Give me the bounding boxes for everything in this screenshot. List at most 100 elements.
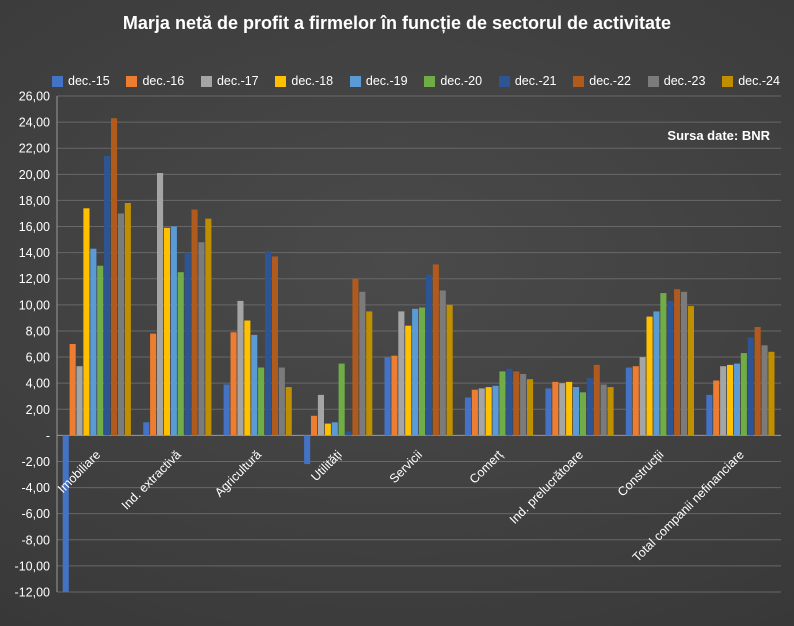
- bar-dec.-21: [104, 156, 111, 436]
- bar-dec.-19: [251, 334, 258, 436]
- y-axis-label: 2,00: [26, 403, 50, 417]
- bar-dec.-20: [660, 293, 667, 436]
- bar-dec.-17: [76, 366, 83, 436]
- y-axis-label: 16,00: [19, 220, 50, 234]
- legend-label: dec.-15: [68, 74, 110, 88]
- legend-label: dec.-17: [216, 74, 259, 88]
- y-axis-label: 18,00: [19, 194, 50, 208]
- bar-dec.-19: [492, 385, 499, 436]
- legend-label: dec.-23: [663, 74, 706, 88]
- bar-dec.-17: [317, 394, 324, 436]
- bar-dec.-22: [513, 371, 520, 436]
- bar-dec.-21: [345, 431, 352, 436]
- legend-label: dec.-21: [514, 74, 557, 88]
- bar-dec.-18: [163, 227, 170, 436]
- y-axis-label: 6,00: [26, 351, 50, 365]
- legend-item-dec.-20: dec.-20: [424, 74, 482, 88]
- legend-swatch-icon: [722, 75, 734, 87]
- legend-swatch-icon: [275, 75, 287, 87]
- bar-dec.-24: [366, 311, 373, 436]
- x-axis-label: Agricultură: [212, 448, 264, 500]
- bar-dec.-20: [579, 392, 586, 436]
- bar-dec.-23: [359, 291, 366, 436]
- bar-dec.-18: [405, 325, 412, 436]
- y-axis-label: 22,00: [19, 142, 50, 156]
- y-axis-label: -10,00: [15, 559, 50, 573]
- y-axis-label: 26,00: [19, 90, 50, 104]
- bar-dec.-17: [398, 311, 405, 436]
- bar-dec.-19: [412, 308, 419, 436]
- bar-dec.-16: [391, 355, 398, 436]
- bar-dec.-23: [439, 290, 446, 436]
- bar-dec.-23: [198, 242, 205, 436]
- y-axis-label: -6,00: [22, 507, 51, 521]
- legend-swatch-icon: [647, 75, 659, 87]
- bar-dec.-20: [97, 265, 104, 436]
- bar-dec.-15: [625, 367, 632, 436]
- bar-dec.-15: [223, 384, 230, 436]
- bar-dec.-21: [747, 337, 754, 436]
- bar-dec.-18: [485, 387, 492, 436]
- y-axis-label: -12,00: [15, 586, 50, 600]
- bar-dec.-21: [506, 368, 513, 436]
- bar-dec.-24: [446, 304, 453, 436]
- bar-dec.-17: [639, 357, 646, 436]
- y-axis-label: -2,00: [22, 455, 51, 469]
- legend-item-dec.-22: dec.-22: [573, 74, 631, 88]
- legend-label: dec.-24: [738, 74, 780, 88]
- y-axis-label: -4,00: [22, 481, 51, 495]
- bar-dec.-20: [499, 371, 506, 436]
- legend-swatch-icon: [573, 75, 585, 87]
- y-axis-label: 12,00: [19, 272, 50, 286]
- bar-dec.-15: [304, 435, 311, 465]
- bar-dec.-23: [278, 367, 285, 436]
- bar-dec.-22: [593, 364, 600, 436]
- x-axis-label: Servicii: [387, 448, 425, 486]
- bar-dec.-21: [425, 274, 432, 436]
- bar-dec.-16: [69, 344, 76, 436]
- bar-dec.-24: [687, 306, 694, 436]
- chart-legend: dec.-15 dec.-16 dec.-17 dec.-18 dec.-19 dec.-…: [52, 74, 780, 88]
- y-axis-label: -: [46, 429, 50, 443]
- bar-dec.-16: [311, 415, 318, 436]
- bar-dec.-21: [586, 377, 593, 436]
- chart-title: Marja netă de profit a firmelor în funcț…: [122, 13, 672, 33]
- legend-label: dec.-22: [589, 74, 631, 88]
- bar-dec.-17: [559, 383, 566, 436]
- x-axis-label: Comerț: [467, 447, 506, 486]
- legend-label: dec.-16: [142, 74, 185, 88]
- legend-swatch-icon: [200, 75, 212, 87]
- bar-dec.-15: [706, 394, 713, 436]
- source-label: Sursa date: BNR: [667, 128, 770, 143]
- bar-dec.-18: [324, 423, 331, 436]
- x-axis-label: Construcții: [615, 448, 667, 500]
- legend-swatch-icon: [498, 75, 510, 87]
- y-axis-label: -8,00: [22, 533, 51, 547]
- x-axis-label: Utilități: [308, 448, 344, 484]
- bar-dec.-20: [419, 307, 426, 436]
- y-axis-label: 8,00: [26, 324, 50, 338]
- bar-dec.-22: [432, 264, 439, 436]
- bar-dec.-21: [184, 252, 191, 436]
- legend-label: dec.-20: [440, 74, 483, 88]
- bar-dec.-18: [646, 316, 653, 436]
- legend-item-dec.-23: dec.-23: [647, 74, 706, 88]
- bar-dec.-24: [285, 387, 292, 436]
- legend-swatch-icon: [126, 75, 138, 87]
- legend-label: dec.-19: [365, 74, 408, 88]
- bar-dec.-23: [681, 291, 688, 436]
- legend-item-dec.-18: dec.-18: [275, 74, 333, 88]
- y-axis-label: 20,00: [19, 168, 50, 182]
- legend-swatch-icon: [52, 75, 63, 87]
- bar-dec.-22: [191, 209, 198, 436]
- bar-dec.-15: [464, 397, 471, 436]
- bar-dec.-22: [271, 256, 278, 436]
- bar-dec.-23: [520, 374, 527, 436]
- bar-dec.-19: [90, 248, 97, 436]
- bar-dec.-15: [143, 422, 150, 436]
- bar-dec.-17: [157, 173, 164, 436]
- x-axis-label: Imobiliare: [55, 448, 103, 496]
- legend-label: dec.-18: [291, 74, 334, 88]
